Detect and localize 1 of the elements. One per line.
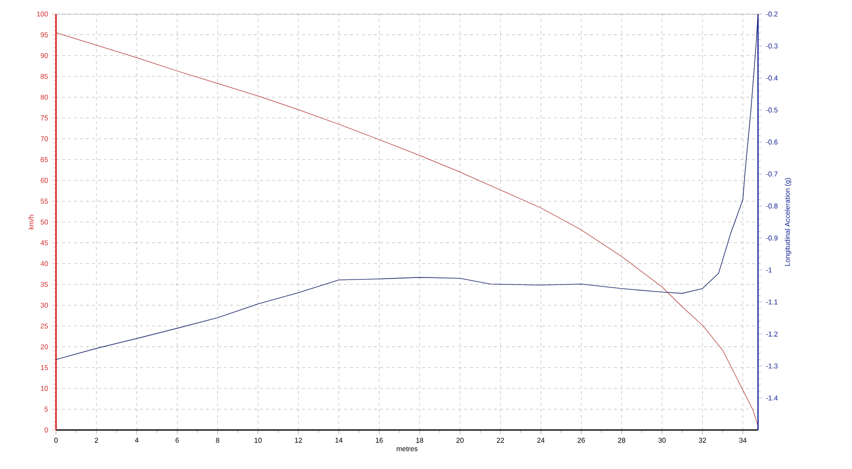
line-series xyxy=(56,14,758,360)
